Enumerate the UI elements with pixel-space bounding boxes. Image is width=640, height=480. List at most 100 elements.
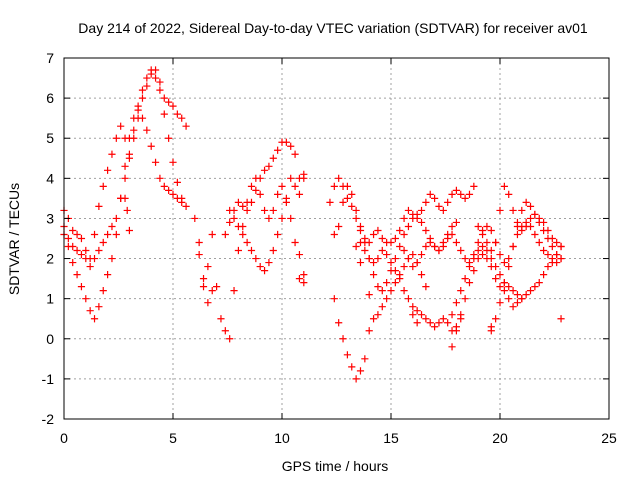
data-point [496, 283, 504, 291]
data-point [160, 110, 168, 118]
data-point [448, 230, 456, 239]
axis-tick-labels: 0 5 10 15 20 25 -2 -1 0 1 2 3 4 5 6 7 [42, 50, 617, 446]
y-tick-label: 3 [46, 210, 54, 226]
data-point [123, 206, 131, 215]
data-point [199, 275, 208, 283]
data-point [73, 271, 81, 279]
data-point [378, 303, 386, 311]
data-point [86, 262, 94, 271]
data-point [160, 94, 168, 102]
data-point [291, 150, 299, 158]
data-point [117, 122, 125, 130]
data-point [99, 182, 107, 190]
data-point [431, 194, 439, 202]
data-point [178, 114, 186, 122]
data-point [295, 275, 304, 283]
data-point [86, 254, 94, 263]
data-point [522, 198, 530, 206]
data-point [169, 158, 177, 166]
data-point [417, 206, 426, 215]
data-point [230, 287, 238, 295]
data-point [426, 238, 434, 247]
data-point [265, 214, 273, 223]
data-point [95, 303, 103, 311]
data-point [540, 246, 548, 255]
data-point [474, 238, 482, 247]
data-point [513, 218, 522, 227]
x-tick-label: 10 [274, 430, 290, 446]
data-point [330, 295, 338, 303]
data-point [330, 182, 338, 190]
series-scatter-outliers [121, 174, 565, 335]
data-point [208, 287, 216, 295]
data-point [400, 230, 408, 239]
data-point [330, 230, 338, 239]
data-point [404, 206, 413, 215]
data-point [247, 198, 256, 206]
data-point [378, 246, 386, 255]
data-point [352, 375, 360, 383]
data-point [422, 226, 430, 235]
data-point [422, 198, 430, 206]
data-point [400, 287, 408, 295]
data-point [500, 287, 508, 295]
data-point [82, 295, 90, 303]
data-point [548, 258, 556, 267]
data-point [470, 182, 478, 190]
data-point [487, 226, 495, 235]
data-point [417, 250, 426, 259]
data-point [513, 299, 522, 307]
data-point [369, 258, 378, 267]
data-point [378, 287, 386, 295]
data-point [387, 287, 395, 295]
data-point [439, 206, 447, 215]
data-point [492, 275, 500, 283]
data-point [274, 190, 282, 198]
data-point [387, 238, 395, 247]
data-point [383, 279, 391, 287]
data-point [369, 315, 378, 323]
data-point [121, 194, 129, 202]
data-point [457, 315, 465, 323]
data-point [391, 266, 399, 275]
data-point [478, 250, 487, 259]
data-point [483, 238, 491, 247]
data-point [361, 355, 369, 363]
data-point [287, 142, 295, 150]
data-point [217, 315, 225, 323]
data-point [426, 319, 434, 327]
data-point [95, 246, 103, 255]
data-point [544, 262, 552, 271]
data-point [522, 222, 530, 231]
data-point [557, 315, 565, 323]
data-point [86, 307, 94, 315]
data-point [160, 182, 168, 190]
y-tick-label: 0 [46, 331, 54, 347]
data-point [518, 226, 526, 235]
data-point [278, 182, 286, 190]
data-point [99, 287, 107, 295]
data-point [431, 323, 439, 331]
data-point [505, 295, 513, 303]
data-point [221, 327, 229, 335]
data-point [204, 262, 212, 271]
data-point [300, 271, 308, 279]
data-point [492, 315, 500, 323]
data-point [509, 287, 517, 295]
data-point [505, 283, 513, 291]
data-point [352, 214, 360, 223]
data-point [374, 283, 382, 291]
data-point [326, 198, 334, 206]
data-point [147, 142, 155, 150]
data-point [435, 246, 443, 255]
data-point [496, 299, 504, 307]
data-point [391, 254, 399, 263]
data-point [553, 250, 561, 259]
data-point [513, 291, 522, 299]
data-point [452, 238, 460, 247]
data-point [356, 367, 365, 375]
chart-title: Day 214 of 2022, Sidereal Day-to-day VTE… [78, 20, 588, 36]
data-point [256, 190, 264, 198]
data-point [404, 222, 413, 231]
data-point [165, 134, 173, 142]
